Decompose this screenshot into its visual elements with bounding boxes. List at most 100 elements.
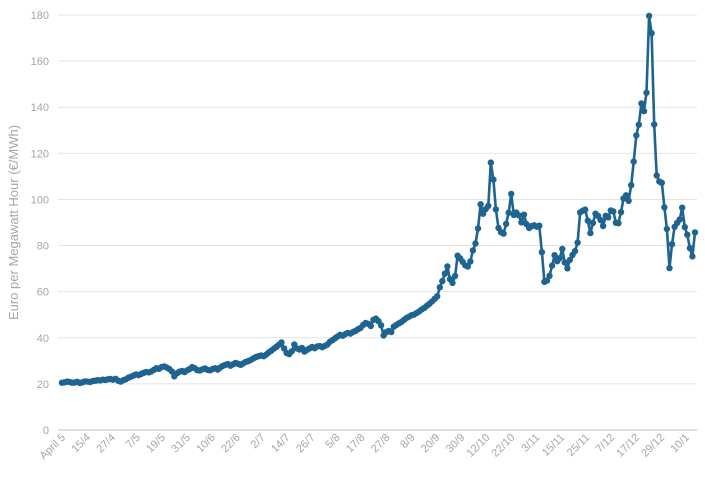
data-point: [451, 272, 459, 280]
data-point: [663, 225, 671, 233]
data-point: [449, 279, 456, 287]
x-tick-label: 5/8: [323, 432, 342, 451]
data-point: [645, 12, 653, 20]
data-point: [388, 328, 395, 336]
x-tick-label: 29/12: [639, 432, 667, 460]
data-point: [469, 247, 477, 254]
data-point: [661, 204, 668, 211]
data-point: [559, 245, 566, 253]
data-point: [464, 263, 471, 270]
y-tick-label: 20: [37, 379, 49, 391]
data-point: [658, 179, 665, 186]
y-tick-label: 180: [31, 10, 49, 22]
y-tick-label: 60: [37, 287, 49, 299]
data-point: [666, 264, 673, 272]
data-point: [681, 223, 688, 231]
x-tick-label: 17/8: [344, 432, 368, 456]
data-point: [610, 208, 617, 215]
data-point: [625, 197, 632, 204]
data-point: [686, 244, 694, 252]
x-tick-label: 7/5: [124, 432, 143, 451]
data-point: [474, 225, 482, 232]
data-point: [651, 121, 658, 128]
data-point: [278, 339, 285, 346]
data-point: [676, 216, 683, 223]
data-point: [490, 176, 497, 183]
data-point: [599, 222, 607, 230]
data-point: [548, 262, 556, 269]
data-point: [653, 172, 660, 179]
data-point: [436, 284, 443, 291]
x-tick-label: 15/4: [69, 432, 93, 456]
x-tick-label: 15/11: [540, 432, 567, 459]
data-point: [643, 89, 650, 96]
data-point: [444, 263, 451, 270]
y-tick-label: 160: [31, 56, 49, 68]
y-tick-labels: 0 20 40 60 80 100 120 140 160 180: [31, 10, 49, 437]
data-point: [538, 249, 546, 256]
y-tick-label: 80: [37, 241, 49, 253]
series: [58, 12, 699, 387]
data-point: [518, 219, 525, 226]
x-tick-label: 20/9: [419, 432, 443, 456]
x-tick-label: 22/6: [219, 432, 243, 456]
data-point: [515, 212, 523, 219]
data-point: [492, 206, 500, 213]
data-point: [505, 209, 512, 216]
data-point: [684, 231, 691, 238]
x-tick-label: 19/5: [144, 432, 168, 456]
data-point: [617, 208, 625, 216]
x-tick-label: 12/10: [464, 432, 492, 460]
data-point: [574, 239, 581, 246]
data-point: [571, 247, 579, 255]
data-point: [543, 277, 551, 284]
x-tick-label: 10/6: [194, 432, 218, 456]
x-tick-label: 17/12: [614, 432, 642, 460]
data-point: [635, 121, 642, 128]
data-point: [367, 322, 374, 330]
x-tick-label: 25/11: [565, 432, 592, 459]
data-point: [605, 214, 612, 221]
y-tick-label: 40: [37, 333, 49, 345]
data-point: [467, 258, 474, 265]
data-point: [508, 190, 515, 198]
x-tick-label: 26/7: [294, 432, 318, 456]
data-point: [668, 241, 676, 248]
y-tick-label: 140: [31, 102, 49, 114]
data-point: [679, 204, 686, 211]
y-tick-label: 100: [31, 194, 49, 206]
x-tick-label: 3/11: [519, 432, 542, 455]
y-axis-title: Euro per Megawatt Hour (€/MWh): [6, 125, 21, 320]
data-point: [633, 132, 640, 139]
data-point: [551, 252, 558, 259]
data-point: [561, 259, 568, 266]
data-point: [582, 206, 589, 213]
data-point: [566, 256, 574, 264]
x-tick-label: 22/10: [489, 432, 517, 460]
data-point: [615, 220, 622, 227]
data-point: [288, 348, 295, 355]
y-tick-label: 0: [43, 425, 49, 437]
data-point: [622, 192, 630, 199]
data-point: [502, 220, 510, 228]
data-point: [377, 322, 385, 329]
data-point: [520, 211, 528, 218]
data-point: [556, 255, 563, 262]
data-point: [564, 265, 571, 272]
x-tick-label: 27/8: [369, 432, 393, 456]
x-tick-label: 2/7: [248, 432, 267, 451]
data-point: [584, 217, 591, 224]
y-tick-label: 120: [31, 148, 49, 160]
data-point: [487, 159, 494, 166]
data-point: [500, 230, 507, 237]
data-point: [546, 272, 553, 279]
data-point: [477, 201, 484, 208]
data-point: [589, 219, 597, 227]
data-point: [441, 270, 449, 277]
data-point: [630, 158, 637, 165]
x-tick-label: 27/4: [94, 432, 118, 456]
x-tick-label: 14/7: [269, 432, 293, 456]
data-point: [472, 240, 479, 247]
